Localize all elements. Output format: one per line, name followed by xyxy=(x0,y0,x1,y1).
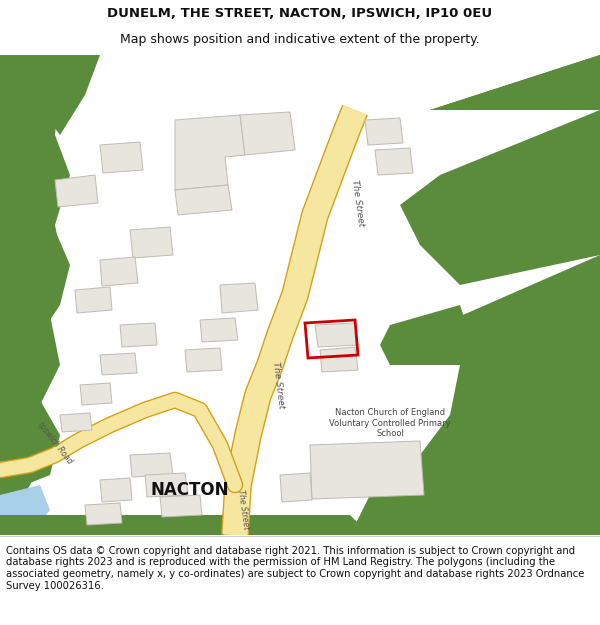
Polygon shape xyxy=(0,55,70,535)
Polygon shape xyxy=(120,323,157,347)
Polygon shape xyxy=(160,495,202,517)
Text: Map shows position and indicative extent of the property.: Map shows position and indicative extent… xyxy=(120,33,480,46)
Polygon shape xyxy=(100,478,132,502)
Polygon shape xyxy=(0,55,100,155)
Polygon shape xyxy=(0,400,60,495)
Polygon shape xyxy=(130,453,173,477)
Polygon shape xyxy=(130,227,173,258)
Polygon shape xyxy=(175,115,245,190)
Polygon shape xyxy=(200,318,238,342)
Polygon shape xyxy=(100,142,143,173)
Polygon shape xyxy=(75,287,112,313)
Polygon shape xyxy=(280,473,312,502)
Text: NACTON: NACTON xyxy=(151,481,229,499)
Polygon shape xyxy=(185,348,222,372)
Text: The Street: The Street xyxy=(350,179,366,227)
Polygon shape xyxy=(100,257,138,286)
Polygon shape xyxy=(320,347,358,372)
Polygon shape xyxy=(100,353,137,375)
Polygon shape xyxy=(55,175,98,207)
Polygon shape xyxy=(60,413,92,432)
Polygon shape xyxy=(240,112,295,155)
Polygon shape xyxy=(0,515,370,535)
Text: DUNELM, THE STREET, NACTON, IPSWICH, IP10 0EU: DUNELM, THE STREET, NACTON, IPSWICH, IP1… xyxy=(107,8,493,20)
Polygon shape xyxy=(365,118,403,145)
Polygon shape xyxy=(315,323,358,347)
Polygon shape xyxy=(80,383,112,405)
Polygon shape xyxy=(375,148,413,175)
Text: Nacton Church of England
Voluntary Controlled Primary
School: Nacton Church of England Voluntary Contr… xyxy=(329,408,451,438)
Polygon shape xyxy=(220,283,258,313)
Polygon shape xyxy=(0,485,50,535)
Polygon shape xyxy=(310,441,424,499)
Polygon shape xyxy=(430,55,600,110)
Polygon shape xyxy=(380,305,470,365)
Text: The Street: The Street xyxy=(236,489,250,531)
Polygon shape xyxy=(85,503,122,525)
Polygon shape xyxy=(430,55,600,110)
Polygon shape xyxy=(145,473,188,497)
Polygon shape xyxy=(400,110,600,285)
Polygon shape xyxy=(350,255,600,535)
Text: Contains OS data © Crown copyright and database right 2021. This information is : Contains OS data © Crown copyright and d… xyxy=(6,546,584,591)
Polygon shape xyxy=(0,230,70,355)
Text: The Street: The Street xyxy=(271,361,286,409)
Polygon shape xyxy=(175,185,232,215)
Text: Ipswich Road: Ipswich Road xyxy=(36,421,74,466)
